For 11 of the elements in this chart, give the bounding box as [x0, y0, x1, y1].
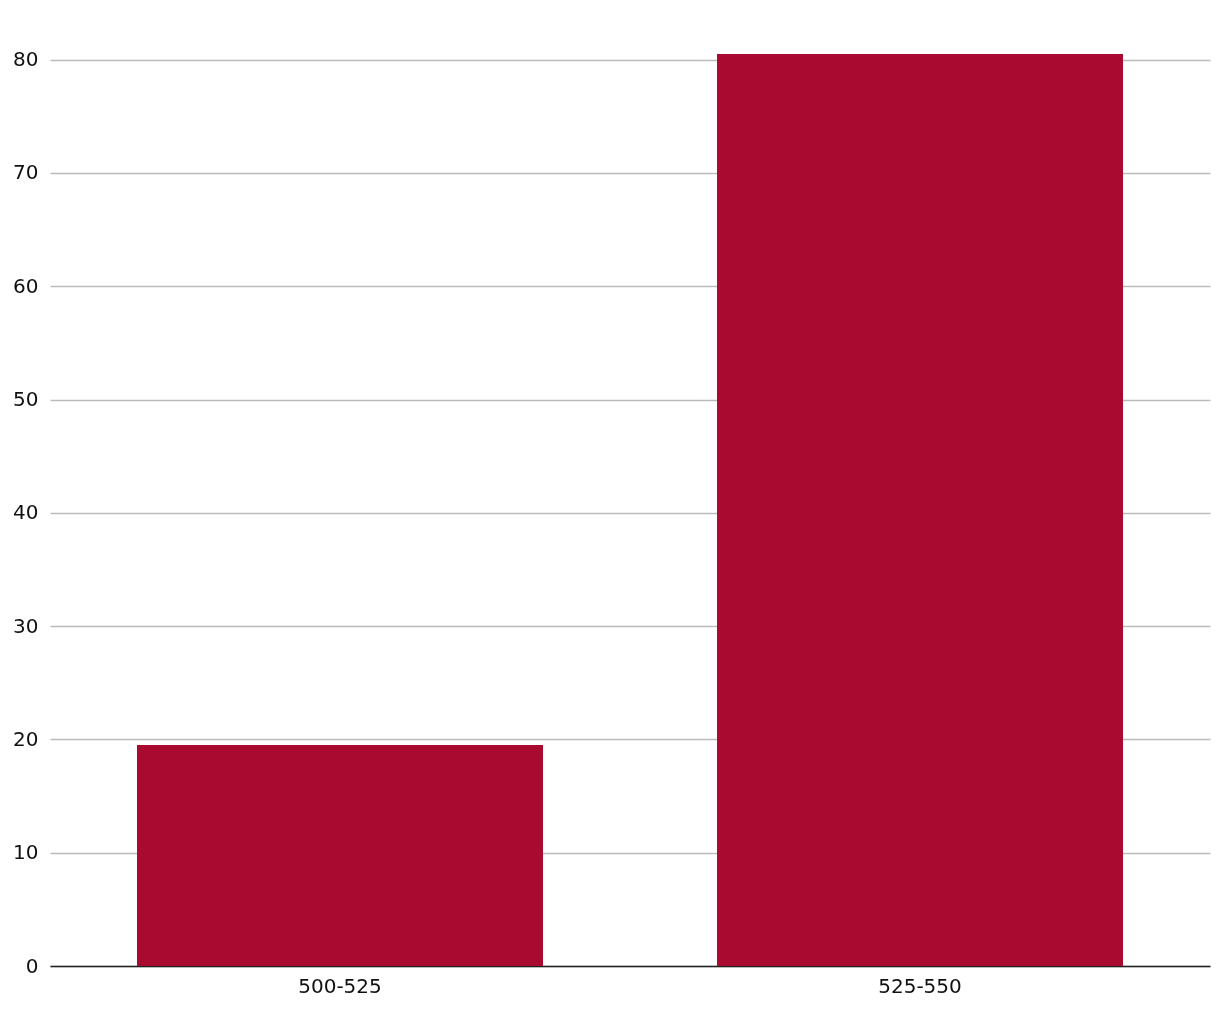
y-tick-label: 30 — [13, 613, 39, 638]
y-tick-label: 20 — [13, 726, 39, 751]
y-tick-label: 60 — [13, 273, 39, 298]
y-tick-label: 40 — [13, 500, 39, 525]
y-tick-label: 10 — [13, 840, 39, 865]
y-tick-label: 80 — [13, 47, 39, 72]
y-tick-label: 70 — [13, 160, 39, 185]
x-tick-label: 525-550 — [878, 973, 962, 998]
x-tick-label: 500-525 — [298, 973, 382, 998]
y-tick-label: 50 — [13, 387, 39, 412]
y-tick-label: 0 — [25, 953, 39, 978]
